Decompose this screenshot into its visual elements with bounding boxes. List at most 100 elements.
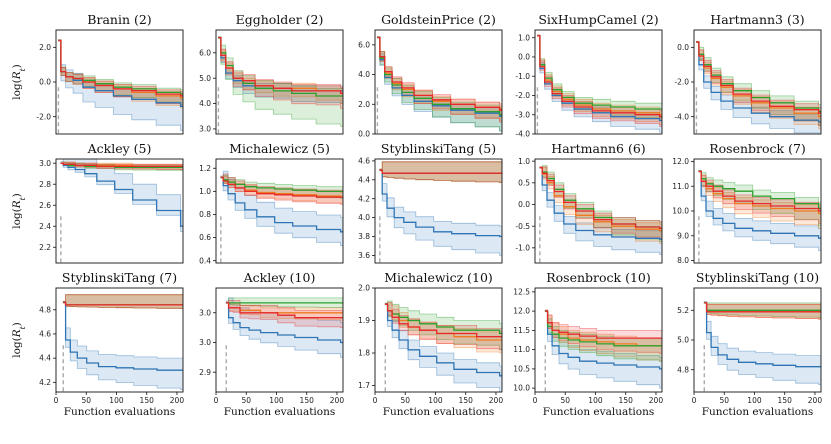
y-tick-label: 11.5 [513, 326, 530, 335]
plot-area [220, 170, 343, 263]
y-tick-label: -3.0 [515, 110, 530, 119]
series-line-red [539, 167, 662, 229]
subplot-title: GoldsteinPrice (2) [381, 12, 496, 27]
plot-area [376, 36, 502, 134]
x-tick-label: 100 [269, 396, 284, 405]
series-line-blue [539, 167, 662, 240]
y-tick-label: 2.0 [358, 284, 370, 293]
series-line-red [696, 41, 821, 114]
y-tick-label: -1.0 [515, 72, 530, 81]
subplot-title: Ackley (5) [87, 141, 152, 156]
y-tick-label: 4.2 [39, 378, 51, 387]
y-axis-label: log(Rt) [11, 322, 27, 358]
y-tick-label: 2.0 [39, 43, 51, 52]
x-tick-label: 0 [692, 396, 697, 405]
x-axis-label: Function evaluations [224, 406, 336, 418]
series-line-blue [379, 169, 502, 238]
subplot: 6.0 5.0 4.0 3.0 Eggholder (2) [199, 12, 344, 135]
x-tick-label: 100 [588, 396, 603, 405]
confidence-band [58, 39, 183, 107]
x-tick-label: 200 [649, 396, 664, 405]
y-tick-label: 4.8 [677, 365, 689, 374]
confidence-band [544, 309, 662, 362]
x-axis-label: Function evaluations [543, 406, 655, 418]
plot-frame [55, 287, 184, 393]
subplot: 1.2 1.0 0.8 0.6 0.4 Michalewicz (5) [199, 141, 344, 265]
confidence-band [698, 170, 821, 224]
y-tick-label: 9.0 [677, 231, 689, 240]
x-tick-label: 200 [808, 396, 823, 405]
subplot: 12.0 11.0 10.0 9.0 8.0 Rosenbrock (7) [672, 141, 822, 265]
confidence-band [696, 41, 821, 126]
y-tick-label: 3.0 [39, 159, 51, 168]
series-line-red [698, 170, 821, 212]
y-tick-label: 2.6 [39, 201, 51, 210]
y-tick-label: 4.2 [358, 194, 370, 203]
x-tick-label: 0 [54, 396, 59, 405]
y-tick-label: 10.0 [672, 207, 689, 216]
series-line-green [545, 310, 662, 347]
y-tick-label: 0.0 [677, 43, 689, 52]
subplot: 6.0 4.0 2.0 0.0 GoldsteinPrice (2) [358, 12, 503, 139]
plot-frame [534, 29, 663, 135]
y-tick-label: -0.5 [515, 222, 530, 231]
y-tick-label: 4.4 [358, 175, 370, 184]
x-tick-label: 0 [533, 396, 538, 405]
y-tick-label: 3.0 [199, 125, 211, 134]
series-line-green [537, 35, 662, 110]
subplot-title: Branin (2) [87, 12, 151, 27]
subplot: 4.6 4.4 4.2 4.0 3.8 3.6 StyblinskiTang (5) [358, 141, 503, 264]
plot-area [539, 165, 662, 263]
series-line-red [385, 303, 502, 338]
confidence-band [379, 161, 502, 184]
plot-area [703, 301, 821, 392]
y-tick-label: 1.2 [199, 164, 211, 173]
subplot: 12.5 12.0 11.5 11.0 10.5 10.00 50 100 150 200Func… [513, 270, 663, 418]
series-line-green [698, 170, 821, 210]
series-line-red [226, 302, 343, 319]
y-tick-label: 8.0 [677, 256, 689, 265]
x-tick-label: 200 [489, 396, 504, 405]
x-tick-label: 100 [747, 396, 762, 405]
y-tick-label: 0.0 [518, 200, 530, 209]
subplot-title: Hartmann6 (6) [551, 141, 645, 156]
y-tick-label: 1.0 [518, 157, 530, 166]
confidence-band [220, 175, 343, 205]
plot-area [379, 161, 502, 263]
subplot-title: Eggholder (2) [236, 12, 324, 27]
confidence-band [376, 36, 502, 132]
x-tick-label: 100 [428, 396, 443, 405]
confidence-band [225, 301, 343, 321]
series-line-red [537, 35, 662, 118]
x-axis-label: Function evaluations [702, 406, 814, 418]
y-tick-label: 3.0 [199, 338, 211, 347]
plot-frame [374, 158, 503, 264]
y-tick-label: 0.0 [518, 53, 530, 62]
plot-frame [215, 158, 344, 264]
y-tick-label: -2.0 [36, 112, 51, 121]
series-line-red [220, 176, 343, 198]
y-axis-label: log(Rt) [11, 193, 27, 229]
y-tick-label: -2.0 [674, 78, 689, 87]
y-tick-label: 0.0 [39, 78, 51, 87]
plot-frame [55, 158, 184, 264]
plot-area [62, 294, 183, 392]
series-line-red [377, 36, 502, 111]
confidence-band [698, 169, 821, 252]
y-tick-label: 1.0 [518, 33, 530, 42]
plot-area [698, 169, 821, 263]
plot-frame [534, 158, 663, 264]
y-tick-label: 4.6 [358, 156, 370, 165]
x-tick-label: 50 [241, 396, 251, 405]
plot-area [57, 39, 183, 134]
subplot: 2.0 0.0 -2.0 Branin (2) log(Rt) [11, 12, 184, 135]
confidence-band [62, 294, 183, 310]
subplot: 0.0 -2.0 -4.0 Hartmann3 (3) [674, 12, 822, 135]
confidence-band [225, 299, 343, 329]
confidence-band [384, 302, 502, 351]
subplot-title: StyblinskiTang (5) [381, 141, 496, 156]
series-line-red [704, 302, 821, 313]
series-line-blue [220, 176, 343, 233]
